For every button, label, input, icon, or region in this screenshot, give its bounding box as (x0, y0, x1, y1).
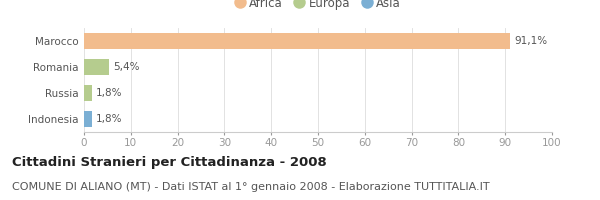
Text: 1,8%: 1,8% (96, 88, 122, 98)
Bar (84, 59, 109, 75)
Bar (84, 33, 511, 49)
Text: 5,4%: 5,4% (113, 62, 140, 72)
Text: 91,1%: 91,1% (514, 36, 547, 46)
Text: COMUNE DI ALIANO (MT) - Dati ISTAT al 1° gennaio 2008 - Elaborazione TUTTITALIA.: COMUNE DI ALIANO (MT) - Dati ISTAT al 1°… (12, 182, 490, 192)
Text: 1,8%: 1,8% (96, 114, 122, 124)
Text: Cittadini Stranieri per Cittadinanza - 2008: Cittadini Stranieri per Cittadinanza - 2… (12, 156, 327, 169)
Bar (84, 85, 92, 101)
Bar (84, 111, 92, 127)
Legend: Africa, Europa, Asia: Africa, Europa, Asia (230, 0, 406, 15)
